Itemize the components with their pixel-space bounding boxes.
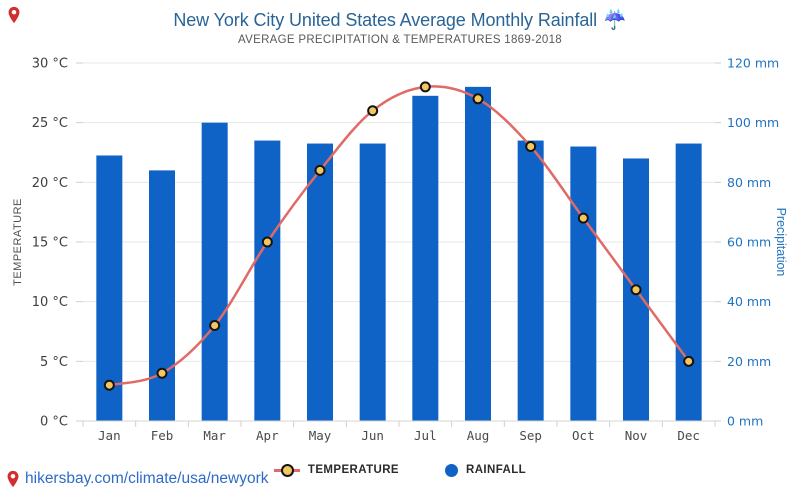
temperature-point-may[interactable] xyxy=(314,164,326,176)
x-axis-label-sep: Sep xyxy=(519,428,542,443)
rainfall-bar-feb[interactable] xyxy=(149,170,175,421)
temperature-line xyxy=(108,85,690,387)
x-axis-label-nov: Nov xyxy=(625,428,648,443)
y-axis-right-tick-label: 120 mm xyxy=(727,56,779,71)
y-axis-right-tick-label: 60 mm xyxy=(727,235,771,250)
x-axis-label-apr: Apr xyxy=(256,428,279,443)
y-axis-left-tick-label: 15 °C xyxy=(32,236,68,251)
x-axis-label-jun: Jun xyxy=(361,428,384,443)
temperature-point-jun[interactable] xyxy=(367,105,379,117)
x-axis-label-feb: Feb xyxy=(151,428,174,443)
x-axis-label-may: May xyxy=(309,428,332,443)
y-axis-left-tick-label: 20 °C xyxy=(32,176,68,191)
rainfall-dot-icon xyxy=(445,463,458,477)
x-axis-label-dec: Dec xyxy=(677,428,700,443)
x-axis-label-jan: Jan xyxy=(98,428,121,443)
hikersbay-link[interactable]: hikersbay.com/climate/usa/newyork xyxy=(6,470,269,488)
temperature-point-oct[interactable] xyxy=(577,212,589,224)
page-subtitle: AVERAGE PRECIPITATION & TEMPERATURES 186… xyxy=(238,34,562,46)
y-axis-left-tick-label: 30 °C xyxy=(32,57,68,72)
chart-legend: TEMPERATURE RAINFALL xyxy=(0,463,800,477)
x-axis-label-aug: Aug xyxy=(467,428,490,443)
y-axis-right-tick-label: 80 mm xyxy=(727,175,771,190)
temperature-point-dec[interactable] xyxy=(683,355,695,367)
rainfall-bar-jun[interactable] xyxy=(359,143,386,422)
temperature-point-apr[interactable] xyxy=(261,236,273,248)
rainfall-bar-jul[interactable] xyxy=(412,95,439,422)
y-axis-left-tick-label: 0 °C xyxy=(40,415,68,430)
y-axis-left-tick-label: 25 °C xyxy=(32,116,68,131)
hikersbay-link-text: hikersbay.com/climate/usa/newyork xyxy=(25,470,269,487)
temperature-point-nov[interactable] xyxy=(630,284,642,296)
temperature-point-sep[interactable] xyxy=(525,141,537,153)
x-axis-label-mar: Mar xyxy=(203,428,226,443)
page-title: New York City United States Average Mont… xyxy=(0,8,800,32)
x-axis-label-oct: Oct xyxy=(572,428,595,443)
temperature-point-feb[interactable] xyxy=(156,367,168,379)
umbrella-rain-icon: ☔ xyxy=(603,10,627,31)
rainfall-bar-mar[interactable] xyxy=(201,122,228,422)
y-axis-right-tick-label: 20 mm xyxy=(727,354,771,369)
y-axis-left-tick-label: 5 °C xyxy=(40,355,68,370)
legend-rainfall-label: RAINFALL xyxy=(466,464,527,476)
rainfall-bar-sep[interactable] xyxy=(517,140,544,422)
rainfall-bar-dec[interactable] xyxy=(675,143,702,422)
rainfall-bar-aug[interactable] xyxy=(465,86,491,421)
temperature-marker-icon xyxy=(273,463,300,477)
temperature-point-jul[interactable] xyxy=(419,81,431,93)
x-axis-label-jul: Jul xyxy=(414,428,437,443)
right-axis-title: Precipitation xyxy=(774,208,788,277)
legend-item-rainfall[interactable]: RAINFALL xyxy=(445,463,527,477)
y-axis-right-tick-label: 40 mm xyxy=(727,294,771,309)
y-axis-right-tick-label: 100 mm xyxy=(727,115,779,130)
rainfall-bar-oct[interactable] xyxy=(570,146,597,422)
left-axis-title: TEMPERATURE xyxy=(12,198,24,286)
y-axis-left-tick-label: 10 °C xyxy=(32,295,68,310)
temperature-point-jan[interactable] xyxy=(103,379,115,391)
legend-temperature-label: TEMPERATURE xyxy=(307,464,399,476)
temperature-point-aug[interactable] xyxy=(472,93,484,105)
location-pin-icon xyxy=(7,470,19,488)
y-axis-right-tick-label: 0 mm xyxy=(727,414,763,429)
legend-item-temperature[interactable]: TEMPERATURE xyxy=(273,463,399,477)
rainfall-bar-jan[interactable] xyxy=(96,155,123,421)
rainfall-bar-may[interactable] xyxy=(307,143,333,422)
temperature-point-mar[interactable] xyxy=(209,320,221,332)
rainfall-temperature-chart: 30 °C 120 mm 25 °C 100 mm 20 °C 80 mm 15 °C 60 … xyxy=(12,56,788,444)
location-pin-icon xyxy=(8,6,20,24)
rainfall-bar-apr[interactable] xyxy=(254,140,281,422)
page-title-text: New York City United States Average Mont… xyxy=(173,10,598,30)
